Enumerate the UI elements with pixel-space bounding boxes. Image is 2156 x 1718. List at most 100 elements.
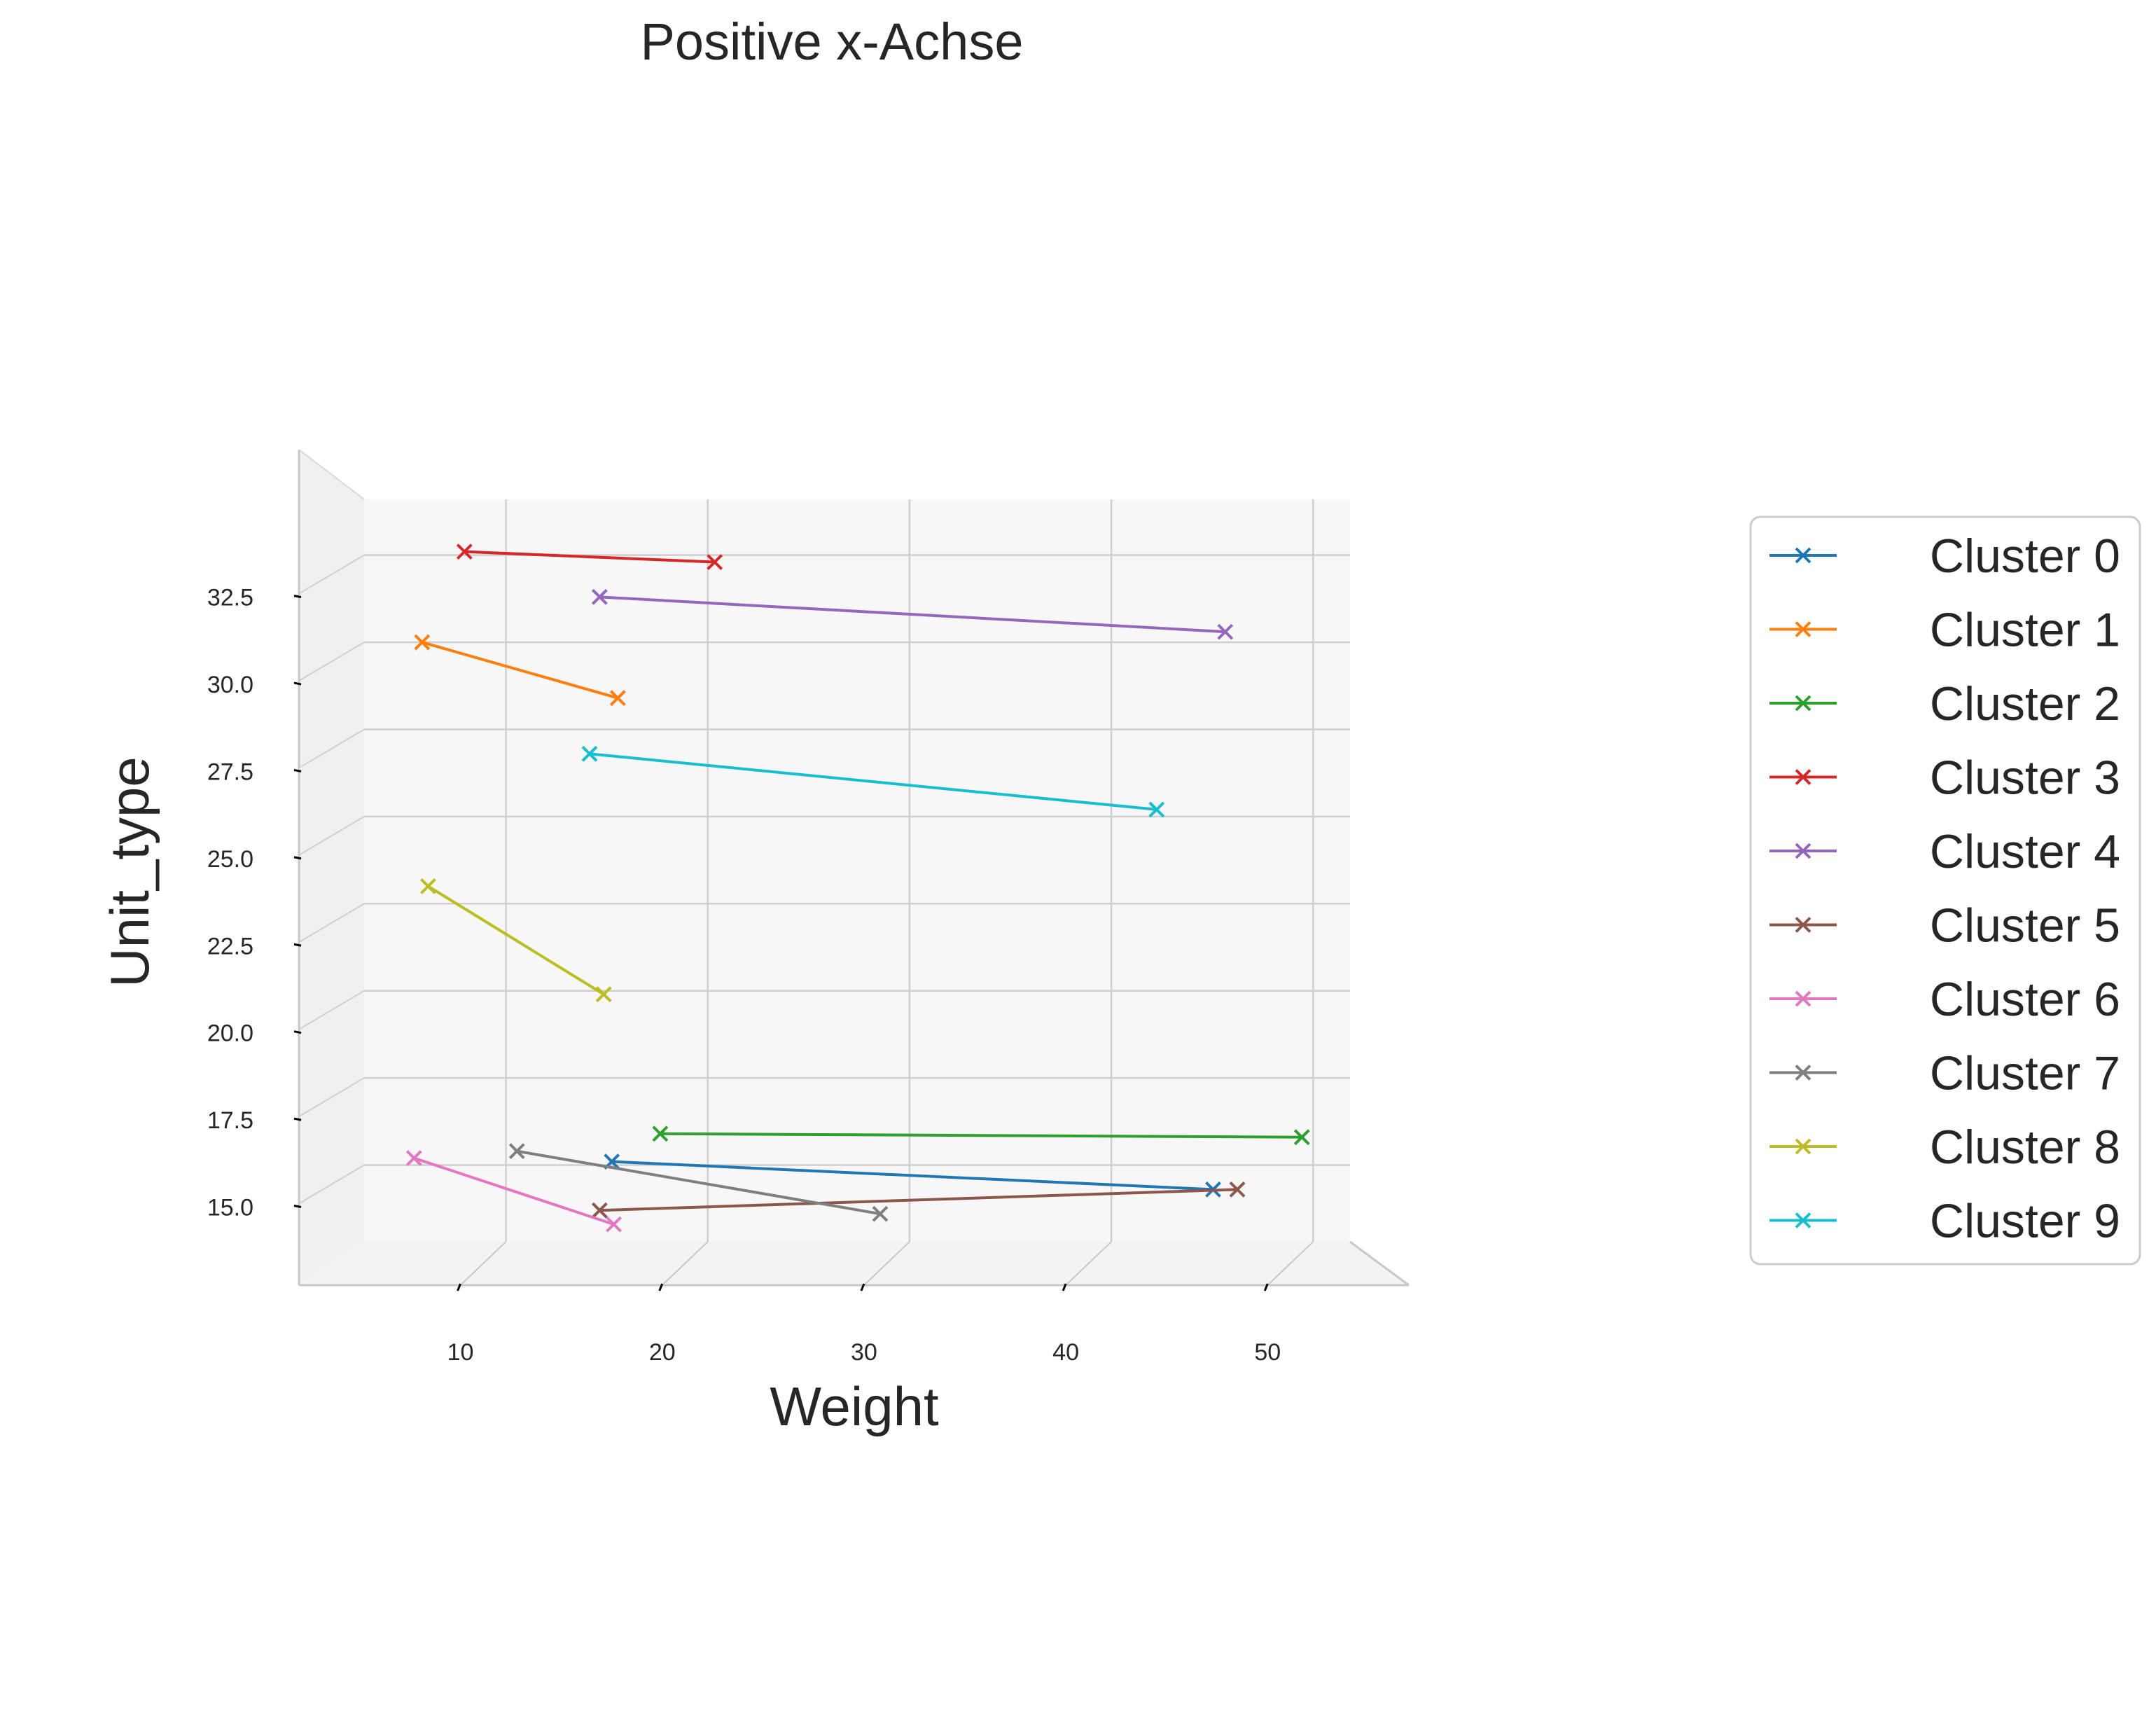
y-tick-label: 32.5 — [207, 585, 253, 611]
legend-marker — [1795, 1138, 1811, 1155]
chart-title: Positive x-Achse — [641, 13, 1024, 71]
floor-pane — [299, 1242, 1409, 1285]
x-tick-mark — [1062, 1283, 1067, 1291]
y-tick-label: 30.0 — [207, 672, 253, 698]
x-gridline-floor — [662, 1241, 709, 1286]
legend-marker — [1795, 769, 1811, 785]
y-gridline-side — [298, 903, 365, 943]
legend-marker — [1795, 1065, 1811, 1081]
series-point — [1148, 801, 1165, 818]
series-5 — [591, 1181, 1246, 1219]
y-tick-label: 15.0 — [207, 1195, 253, 1221]
legend-label: Cluster 0 — [1930, 529, 2120, 583]
y-tick-label: 27.5 — [207, 758, 253, 785]
y-tick-mark — [293, 681, 302, 686]
left-pane — [299, 450, 364, 1285]
legend-entry: Cluster 0 — [1769, 529, 2120, 583]
y-tick-mark — [293, 1030, 302, 1034]
y-gridline-side — [298, 816, 365, 856]
series-point — [872, 1205, 889, 1222]
legend-entry: Cluster 9 — [1769, 1195, 2120, 1248]
y-tick-label: 20.0 — [207, 1020, 253, 1047]
legend-entry: Cluster 1 — [1769, 604, 2120, 657]
series-7 — [508, 1143, 889, 1222]
series-point — [591, 1202, 608, 1219]
series-line — [589, 752, 1157, 811]
pane-edge-left-top — [298, 449, 365, 500]
legend-frame — [1749, 515, 2141, 1266]
y-gridline-side — [298, 554, 365, 595]
x-tick-label: 50 — [1254, 1339, 1281, 1366]
legend-entry: Cluster 8 — [1769, 1121, 2120, 1174]
series-6 — [405, 1150, 622, 1233]
series-line — [422, 641, 618, 700]
legend-entry: Cluster 5 — [1769, 899, 2120, 952]
series-point — [1293, 1129, 1310, 1146]
axis-lines — [298, 449, 1410, 1287]
series — [405, 543, 1310, 1233]
legend-marker — [1795, 1212, 1811, 1228]
x-tick-mark — [1263, 1283, 1269, 1291]
series-3 — [456, 543, 723, 570]
series-point — [1217, 623, 1234, 640]
series-line — [413, 1156, 615, 1226]
y-tick-label: 22.5 — [207, 933, 253, 960]
x-tick-mark — [658, 1283, 664, 1291]
y-gridline-side — [298, 642, 365, 681]
legend-label: Cluster 9 — [1930, 1195, 2120, 1248]
legend-label: Cluster 7 — [1930, 1047, 2120, 1100]
x-gridline-floor — [1065, 1241, 1112, 1286]
y-tick-mark — [293, 856, 302, 860]
series-line — [599, 595, 1225, 634]
legend: Cluster 0 Cluster 1 Cluster 2 Cluster 3 Clus… — [1749, 515, 2141, 1266]
y-axis-title: Unit_type — [99, 756, 160, 988]
legend-entry: Cluster 7 — [1769, 1047, 2120, 1100]
series-point — [405, 1150, 422, 1166]
y-tick-mark — [293, 768, 302, 773]
x-axis-title: Weight — [770, 1376, 939, 1437]
series-line — [516, 1149, 881, 1216]
series-point — [581, 745, 598, 762]
legend-label: Cluster 5 — [1930, 899, 2120, 952]
legend-label: Cluster 6 — [1930, 973, 2120, 1026]
x-gridline-floor — [459, 1241, 507, 1286]
x-tick-mark — [457, 1283, 461, 1291]
series-line — [464, 550, 715, 564]
y-tick-label: 17.5 — [207, 1107, 253, 1134]
pane-edge-right-bottom — [1349, 1240, 1410, 1287]
legend-marker — [1795, 990, 1811, 1007]
y-gridline-side — [298, 728, 365, 769]
legend-marker — [1795, 695, 1811, 712]
y-gridline-side — [298, 1077, 365, 1117]
series-line — [427, 885, 605, 996]
legend-marker — [1795, 621, 1811, 637]
x-tick-label: 10 — [447, 1339, 474, 1366]
y-gridline-side — [298, 990, 365, 1030]
x-gridline-floor — [1267, 1241, 1314, 1286]
y-tick-mark — [293, 1117, 302, 1121]
legend-label: Cluster 4 — [1930, 825, 2120, 878]
legend-label: Cluster 2 — [1930, 677, 2120, 730]
y-tick-label: 25.0 — [207, 846, 253, 873]
legend-items: Cluster 0 Cluster 1 Cluster 2 Cluster 3 Clus… — [1769, 529, 2120, 1248]
series-point — [508, 1143, 525, 1160]
series-line — [660, 1132, 1302, 1139]
series-point — [606, 1216, 622, 1233]
series-9 — [581, 745, 1165, 818]
x-gridline-floor — [863, 1241, 910, 1286]
series-point — [414, 634, 431, 651]
series-line — [599, 1188, 1238, 1212]
legend-entry: Cluster 6 — [1769, 973, 2120, 1026]
legend-marker — [1795, 843, 1811, 859]
y-tick-mark — [293, 595, 302, 599]
x-tick-label: 20 — [649, 1339, 676, 1366]
x-tick-label: 30 — [851, 1339, 877, 1366]
series-point — [591, 588, 608, 605]
legend-entry: Cluster 4 — [1769, 825, 2120, 878]
legend-entry: Cluster 2 — [1769, 677, 2120, 730]
x-tick-label: 40 — [1052, 1339, 1079, 1366]
series-8 — [420, 878, 612, 1003]
legend-label: Cluster 1 — [1930, 604, 2120, 657]
legend-entry: Cluster 3 — [1769, 751, 2120, 805]
